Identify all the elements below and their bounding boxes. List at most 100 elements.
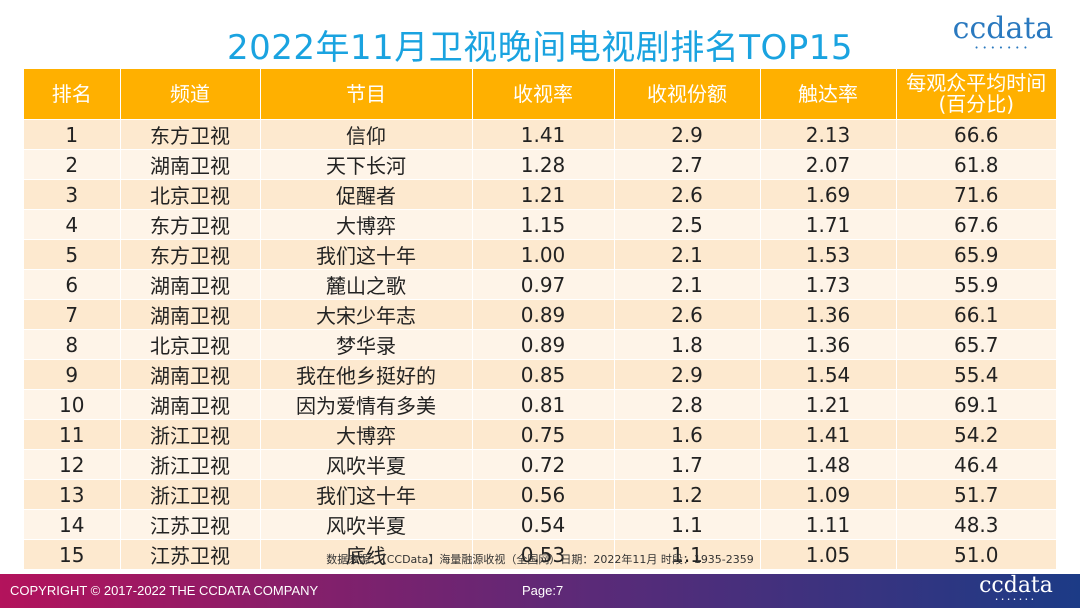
footer-logo: ccdata ••••••• <box>976 575 1056 603</box>
logo-wordmark: ccdata <box>952 11 1054 46</box>
cell-rank: 14 <box>24 509 121 540</box>
cell-reach: 1.41 <box>760 419 897 450</box>
header-avg-time: 每观众平均时间 (百分比) <box>896 69 1056 120</box>
header-program: 节目 <box>260 69 473 120</box>
cell-share: 1.1 <box>614 539 761 569</box>
cell-reach: 1.11 <box>760 509 897 540</box>
cell-program: 我们这十年 <box>260 239 473 270</box>
cell-avg-time: 51.7 <box>896 479 1056 510</box>
cell-avg-time: 66.6 <box>896 119 1056 150</box>
cell-rating: 0.56 <box>472 479 615 510</box>
table-header: 排名 频道 节目 收视率 收视份额 触达率 每观众平均时间 (百分比) <box>24 69 1056 120</box>
table-row: 2 湖南卫视 天下长河 1.28 2.7 2.07 61.8 <box>24 149 1056 180</box>
table-row: 12 浙江卫视 风吹半夏 0.72 1.7 1.48 46.4 <box>24 449 1056 480</box>
cell-share: 2.7 <box>614 149 761 180</box>
cell-channel: 湖南卫视 <box>120 269 261 300</box>
cell-rank: 10 <box>24 389 121 420</box>
cell-rating: 0.97 <box>472 269 615 300</box>
cell-channel: 江苏卫视 <box>120 509 261 540</box>
cell-avg-time: 48.3 <box>896 509 1056 540</box>
cell-rating: 0.72 <box>472 449 615 480</box>
cell-channel: 东方卫视 <box>120 209 261 240</box>
cell-rating: 1.41 <box>472 119 615 150</box>
cell-program: 梦华录 <box>260 329 473 360</box>
footer-bar: COPYRIGHT © 2017-2022 THE CCDATA COMPANY… <box>0 574 1080 608</box>
cell-rating: 1.21 <box>472 179 615 210</box>
cell-rating: 1.15 <box>472 209 615 240</box>
header-row: 排名 频道 节目 收视率 收视份额 触达率 每观众平均时间 (百分比) <box>24 69 1056 120</box>
cell-program: 因为爱情有多美 <box>260 389 473 420</box>
table-row: 5 东方卫视 我们这十年 1.00 2.1 1.53 65.9 <box>24 239 1056 270</box>
cell-reach: 1.69 <box>760 179 897 210</box>
header-reach: 触达率 <box>760 69 897 120</box>
cell-reach: 1.53 <box>760 239 897 270</box>
cell-share: 1.7 <box>614 449 761 480</box>
data-source-note: 数据来源：【CCData】海量融源收视（全国网）日期：2022年11月 时段：1… <box>326 553 754 566</box>
header-avg-time-line2: (百分比) <box>938 92 1015 116</box>
cell-program: 信仰 <box>260 119 473 150</box>
cell-rank: 12 <box>24 449 121 480</box>
header-avg-time-line1: 每观众平均时间 <box>906 71 1047 95</box>
cell-avg-time: 66.1 <box>896 299 1056 330</box>
cell-avg-time: 55.4 <box>896 359 1056 390</box>
cell-share: 2.9 <box>614 359 761 390</box>
cell-rank: 4 <box>24 209 121 240</box>
cell-channel: 湖南卫视 <box>120 149 261 180</box>
table-row: 10 湖南卫视 因为爱情有多美 0.81 2.8 1.21 69.1 <box>24 389 1056 420</box>
cell-reach: 1.21 <box>760 389 897 420</box>
cell-rank: 9 <box>24 359 121 390</box>
cell-program: 大博弈 <box>260 419 473 450</box>
ranking-table: 排名 频道 节目 收视率 收视份额 触达率 每观众平均时间 (百分比) 1 东方卫… <box>24 69 1056 569</box>
cell-rank: 2 <box>24 149 121 180</box>
cell-reach: 1.48 <box>760 449 897 480</box>
cell-rank: 1 <box>24 119 121 150</box>
table-body: 1 东方卫视 信仰 1.41 2.9 2.13 66.6 2 湖南卫视 天下长河 1.28 2.7 2.… <box>24 119 1056 569</box>
table-row: 14 江苏卫视 风吹半夏 0.54 1.1 1.11 48.3 <box>24 509 1056 540</box>
table-row: 9 湖南卫视 我在他乡挺好的 0.85 2.9 1.54 55.4 <box>24 359 1056 390</box>
cell-reach: 1.73 <box>760 269 897 300</box>
header-share: 收视份额 <box>614 69 761 120</box>
footer-logo-wordmark: ccdata <box>979 573 1053 598</box>
cell-rating: 0.81 <box>472 389 615 420</box>
cell-share: 2.1 <box>614 269 761 300</box>
cell-avg-time: 46.4 <box>896 449 1056 480</box>
cell-rank: 5 <box>24 239 121 270</box>
cell-share: 2.1 <box>614 239 761 270</box>
cell-share: 2.8 <box>614 389 761 420</box>
logo-dots: ••••••• <box>974 44 1032 52</box>
cell-program: 大宋少年志 <box>260 299 473 330</box>
cell-share: 2.9 <box>614 119 761 150</box>
footer-copyright: COPYRIGHT © 2017-2022 THE CCDATA COMPANY <box>10 583 319 598</box>
cell-avg-time: 69.1 <box>896 389 1056 420</box>
header-rank: 排名 <box>24 69 121 120</box>
cell-share: 2.6 <box>614 299 761 330</box>
header-rating: 收视率 <box>472 69 615 120</box>
cell-rating: 0.89 <box>472 299 615 330</box>
cell-rank: 15 <box>24 539 121 569</box>
cell-reach: 1.54 <box>760 359 897 390</box>
cell-program: 风吹半夏 <box>260 509 473 540</box>
table-row: 3 北京卫视 促醒者 1.21 2.6 1.69 71.6 <box>24 179 1056 210</box>
cell-rank: 3 <box>24 179 121 210</box>
cell-channel: 北京卫视 <box>120 329 261 360</box>
cell-program: 我在他乡挺好的 <box>260 359 473 390</box>
cell-channel: 东方卫视 <box>120 119 261 150</box>
cell-channel: 湖南卫视 <box>120 359 261 390</box>
cell-channel: 江苏卫视 <box>120 539 261 569</box>
cell-rank: 11 <box>24 419 121 450</box>
cell-channel: 北京卫视 <box>120 179 261 210</box>
cell-reach: 1.71 <box>760 209 897 240</box>
cell-program: 底线 <box>260 539 473 569</box>
cell-channel: 浙江卫视 <box>120 419 261 450</box>
table-row: 13 浙江卫视 我们这十年 0.56 1.2 1.09 51.7 <box>24 479 1056 510</box>
cell-program: 天下长河 <box>260 149 473 180</box>
cell-channel: 湖南卫视 <box>120 299 261 330</box>
cell-channel: 浙江卫视 <box>120 449 261 480</box>
cell-rank: 7 <box>24 299 121 330</box>
cell-avg-time: 65.9 <box>896 239 1056 270</box>
cell-avg-time: 54.2 <box>896 419 1056 450</box>
cell-rank: 13 <box>24 479 121 510</box>
ranking-table-container: 排名 频道 节目 收视率 收视份额 触达率 每观众平均时间 (百分比) 1 东方卫… <box>24 69 1056 569</box>
cell-program: 我们这十年 <box>260 479 473 510</box>
table-row: 15 江苏卫视 底线 0.53 1.1 1.05 51.0 <box>24 539 1056 569</box>
